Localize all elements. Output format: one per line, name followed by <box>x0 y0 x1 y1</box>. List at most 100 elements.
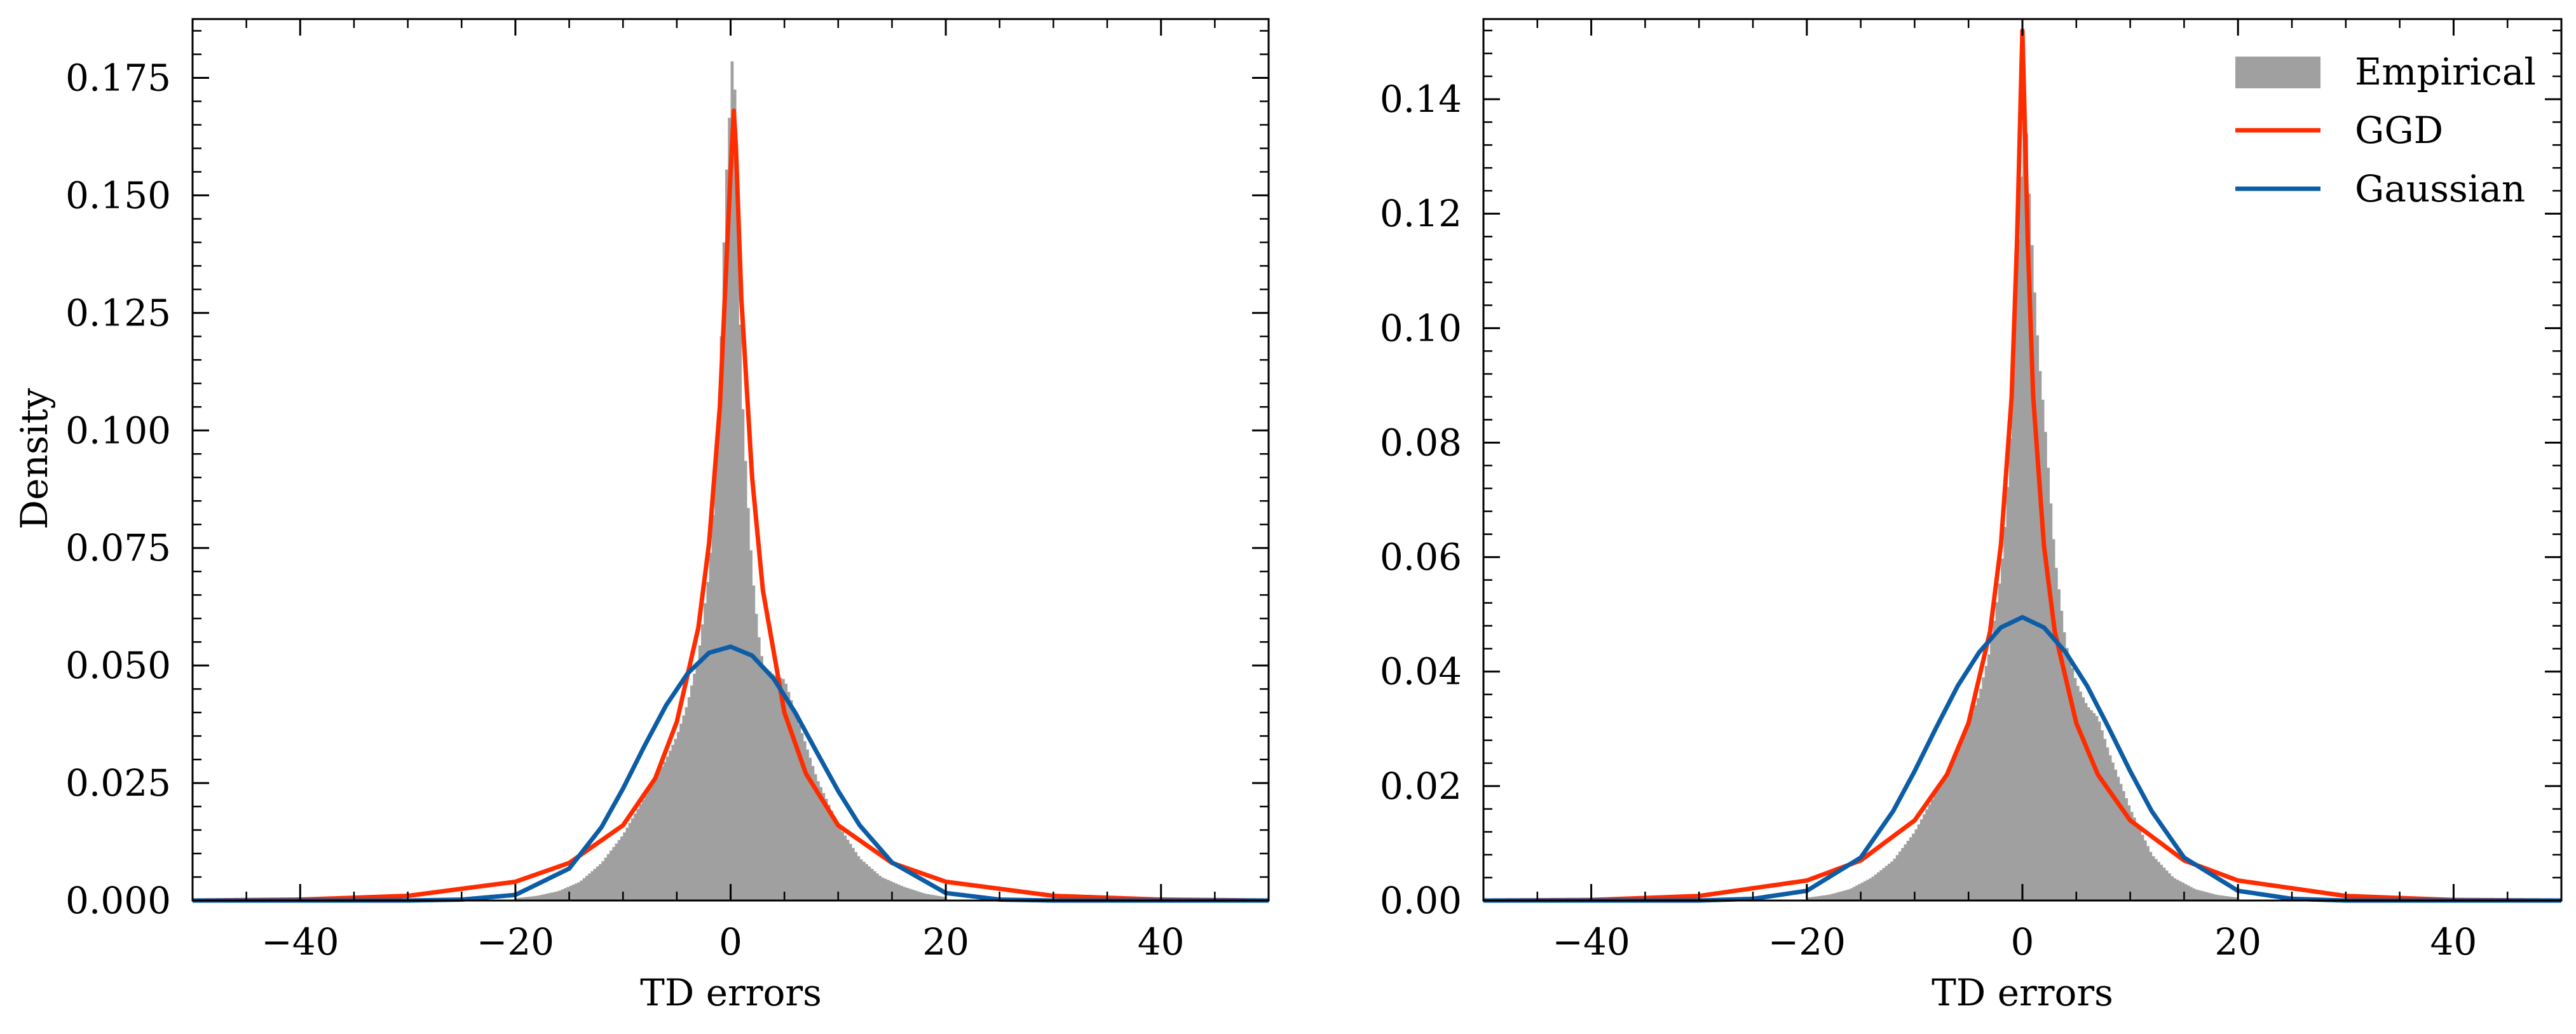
right-histogram-bar <box>2111 762 2115 901</box>
right-histogram-bar <box>2149 852 2153 901</box>
left-histogram-bar <box>763 666 767 901</box>
right-histogram-bar <box>1949 764 1953 901</box>
right-histogram-bar <box>1844 890 1848 901</box>
right-axes: −40 −20 0 20 40 0.00 0.02 0.04 0.06 0.08 0.10 0.12 0… <box>1380 18 2563 963</box>
right-y-tick-label: 0.00 <box>1380 879 1462 922</box>
right-histogram-bar <box>2106 747 2109 901</box>
legend-label-ggd: GGD <box>2355 109 2443 152</box>
left-histogram-bar <box>843 835 847 901</box>
right-y-tick-label: 0.08 <box>1380 421 1462 464</box>
right-histogram-bar <box>2173 878 2177 901</box>
right-histogram-bar <box>1860 882 1864 901</box>
left-histogram-bar <box>617 840 621 901</box>
left-histogram-bar <box>833 816 836 901</box>
left-histogram-bar <box>773 675 777 901</box>
right-histogram-bar <box>1914 829 1918 901</box>
left-histogram-bar <box>663 761 667 901</box>
right-histogram-bar <box>2216 895 2220 901</box>
right-y-tick-label: 0.10 <box>1380 306 1462 350</box>
right-histogram-bar <box>2141 834 2144 901</box>
right-histogram-bar <box>1925 809 1929 901</box>
right-histogram-bar <box>2219 895 2223 901</box>
right-histogram-bar <box>1968 719 1972 901</box>
left-histogram-bar <box>515 898 519 901</box>
right-histogram-bar <box>2200 890 2204 901</box>
left-y-tick-label: 0.175 <box>65 56 171 99</box>
left-histogram-bar <box>800 733 804 901</box>
right-histogram-bar <box>1855 885 1858 901</box>
right-histogram-bar <box>2203 891 2206 901</box>
left-histogram-bar <box>695 662 699 901</box>
left-histogram-bar <box>704 603 707 901</box>
right-histogram-bar <box>1893 859 1897 901</box>
left-histogram-bar <box>601 861 605 901</box>
right-histogram-bar <box>2176 880 2179 901</box>
left-ggd-curve <box>191 108 1270 903</box>
right-histogram-bar <box>2027 193 2031 901</box>
right-histogram-bar <box>2130 812 2134 901</box>
right-histogram-bar <box>1979 688 1982 901</box>
right-histogram-bar <box>1973 705 1977 901</box>
left-y-tick-label: 0.050 <box>65 644 171 687</box>
left-histogram-bar <box>789 700 793 901</box>
left-histogram-bar <box>706 582 710 901</box>
left-histogram-bar <box>575 883 578 901</box>
left-histogram-bar <box>781 679 785 901</box>
left-axes: −40 −20 0 20 40 0.000 0.025 0.050 0.075 0.100 0.12… <box>65 18 1270 963</box>
left-histogram-bar <box>665 756 669 901</box>
left-histogram-bar <box>558 890 562 901</box>
left-histogram-bar <box>918 892 922 901</box>
left-histogram-bar <box>746 508 750 901</box>
left-histogram-bar <box>787 691 791 901</box>
right-histogram-bar <box>2041 399 2045 901</box>
right-histogram-bar <box>2116 777 2120 901</box>
right-histogram-bar <box>2127 805 2131 901</box>
left-histogram-bar <box>814 774 817 901</box>
right-histogram-bar <box>2108 755 2112 901</box>
right-histogram-bar <box>1990 639 1993 901</box>
right-histogram-bar <box>1912 833 1915 901</box>
right-x-axis-label: TD errors <box>1932 971 2113 1014</box>
right-histogram-bar <box>2087 707 2090 901</box>
left-histogram-bar <box>922 893 925 901</box>
right-histogram-bar <box>2211 894 2214 901</box>
right-histogram-bar <box>2227 896 2231 901</box>
left-histogram-bar <box>569 885 573 901</box>
right-histogram-bar <box>1939 784 1942 901</box>
left-histogram-bar <box>765 669 769 901</box>
right-histogram-bar <box>2132 817 2136 901</box>
right-histogram-bar <box>1995 602 1999 901</box>
right-histogram-bar <box>2014 306 2018 901</box>
right-histogram-bar <box>1823 895 1827 901</box>
left-histogram-bar <box>679 723 683 901</box>
right-histogram-bar <box>1815 896 1818 901</box>
left-histogram-bar <box>735 207 739 901</box>
right-histogram-bar <box>2192 888 2195 901</box>
right-histogram-bar <box>1917 824 1921 901</box>
left-histogram-bar <box>625 827 629 901</box>
left-histogram-bar <box>897 885 901 901</box>
left-histogram-bar <box>604 857 608 901</box>
left-histogram-bar <box>599 864 602 901</box>
left-histogram-bar <box>903 887 906 901</box>
left-histogram-bar <box>693 674 697 901</box>
left-histogram-bar <box>770 674 774 901</box>
left-histogram-bar <box>822 793 826 901</box>
right-histogram-bar <box>1839 891 1843 901</box>
right-histogram-bar <box>1882 867 1886 901</box>
right-histogram-bar <box>2076 686 2080 901</box>
right-histogram-bar <box>1898 851 1902 901</box>
right-histogram-bar <box>2197 890 2201 901</box>
right-histogram-bar <box>1976 698 1980 901</box>
left-histogram-bar <box>669 751 672 901</box>
right-histogram-bar <box>1817 895 1821 901</box>
right-histogram-bar <box>2038 371 2042 901</box>
left-histogram-bar <box>655 775 658 901</box>
left-histogram-bar <box>848 843 852 901</box>
left-histogram-bar <box>929 894 933 901</box>
left-histogram-bar <box>900 885 903 901</box>
right-histogram-bar <box>1825 895 1829 901</box>
right-histogram-bar <box>1847 889 1851 901</box>
left-histogram-bar <box>647 790 651 901</box>
left-histogram-bar <box>682 715 686 901</box>
